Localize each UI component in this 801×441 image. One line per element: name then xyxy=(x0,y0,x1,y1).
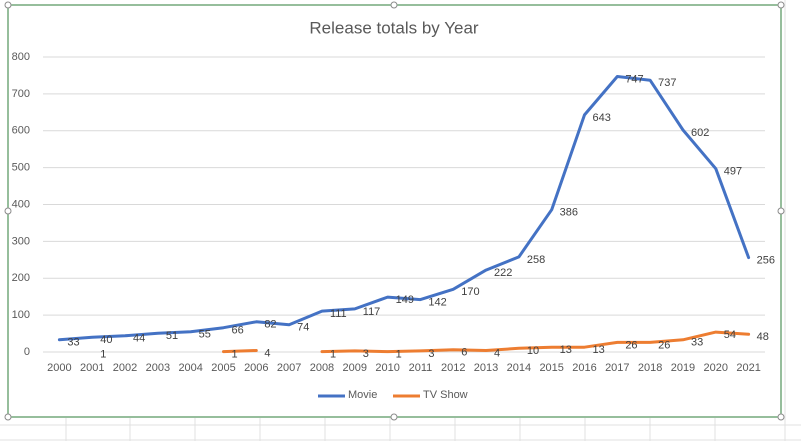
data-label: 1 xyxy=(396,349,402,361)
x-tick-label: 2005 xyxy=(211,362,235,374)
y-tick-label: 200 xyxy=(12,272,30,284)
data-label: 222 xyxy=(494,267,512,279)
x-tick-label: 2019 xyxy=(671,362,695,374)
data-label: 258 xyxy=(527,254,545,266)
y-tick-label: 500 xyxy=(12,162,30,174)
x-tick-label: 2016 xyxy=(572,362,596,374)
data-label: 4 xyxy=(494,347,500,359)
y-tick-label: 600 xyxy=(12,125,30,137)
data-label: 54 xyxy=(724,329,736,341)
data-label: 3 xyxy=(428,348,434,360)
data-label: 33 xyxy=(691,337,703,349)
x-tick-label: 2006 xyxy=(244,362,268,374)
x-tick-label: 2012 xyxy=(441,362,465,374)
data-label: 6 xyxy=(461,347,467,359)
data-label: 643 xyxy=(593,112,611,124)
data-label: 386 xyxy=(560,207,578,219)
data-label: 44 xyxy=(133,333,145,345)
data-label: 51 xyxy=(166,330,178,342)
x-tick-label: 2014 xyxy=(507,362,531,374)
data-label: 142 xyxy=(428,297,446,309)
x-tick-label: 2008 xyxy=(310,362,334,374)
data-label: 737 xyxy=(658,77,676,89)
x-tick-label: 2020 xyxy=(704,362,728,374)
x-tick-label: 2004 xyxy=(178,362,202,374)
data-label: 55 xyxy=(199,329,211,341)
legend-label: Movie xyxy=(348,389,377,401)
data-label: 33 xyxy=(67,337,79,349)
data-label: 13 xyxy=(593,344,605,356)
data-label: 13 xyxy=(560,344,572,356)
y-tick-label: 400 xyxy=(12,198,30,210)
data-label: 149 xyxy=(396,294,414,306)
y-tick-label: 800 xyxy=(12,51,30,63)
x-tick-label: 2002 xyxy=(113,362,137,374)
data-label: 40 xyxy=(100,334,112,346)
x-tick-label: 2001 xyxy=(80,362,104,374)
data-label: 1 xyxy=(100,349,106,361)
data-label: 602 xyxy=(691,127,709,139)
data-label: 111 xyxy=(330,308,347,320)
y-tick-label: 0 xyxy=(24,346,30,358)
series-line xyxy=(57,75,751,342)
x-tick-label: 2003 xyxy=(146,362,170,374)
x-tick-label: 2010 xyxy=(375,362,399,374)
data-label: 256 xyxy=(757,255,775,267)
data-label: 48 xyxy=(757,331,769,343)
data-label: 1 xyxy=(330,349,336,361)
chart-title: Release totals by Year xyxy=(309,18,479,37)
legend-label: TV Show xyxy=(423,389,468,401)
data-label: 170 xyxy=(461,286,479,298)
x-tick-label: 2009 xyxy=(343,362,367,374)
data-label: 26 xyxy=(658,339,670,351)
chart-frame[interactable] xyxy=(7,4,782,418)
y-tick-label: 300 xyxy=(12,235,30,247)
y-tick-label: 700 xyxy=(12,88,30,100)
x-tick-label: 2015 xyxy=(539,362,563,374)
x-tick-label: 2000 xyxy=(47,362,71,374)
y-tick-label: 100 xyxy=(12,309,30,321)
data-label: 747 xyxy=(625,73,643,85)
data-label: 3 xyxy=(363,348,369,360)
x-tick-label: 2007 xyxy=(277,362,301,374)
data-label: 497 xyxy=(724,166,742,178)
x-tick-label: 2018 xyxy=(638,362,662,374)
data-label: 26 xyxy=(625,339,637,351)
data-label: 117 xyxy=(363,306,381,318)
x-tick-label: 2011 xyxy=(409,362,433,374)
x-tick-label: 2017 xyxy=(605,362,629,374)
data-label: 4 xyxy=(264,347,270,359)
data-label: 1 xyxy=(232,349,238,361)
series-line xyxy=(222,330,751,354)
data-label: 66 xyxy=(232,325,244,337)
data-label: 82 xyxy=(264,319,276,331)
data-label: 10 xyxy=(527,345,539,357)
data-label: 74 xyxy=(297,322,309,334)
x-tick-label: 2013 xyxy=(474,362,498,374)
resize-handles xyxy=(4,1,785,421)
x-tick-label: 2021 xyxy=(736,362,760,374)
